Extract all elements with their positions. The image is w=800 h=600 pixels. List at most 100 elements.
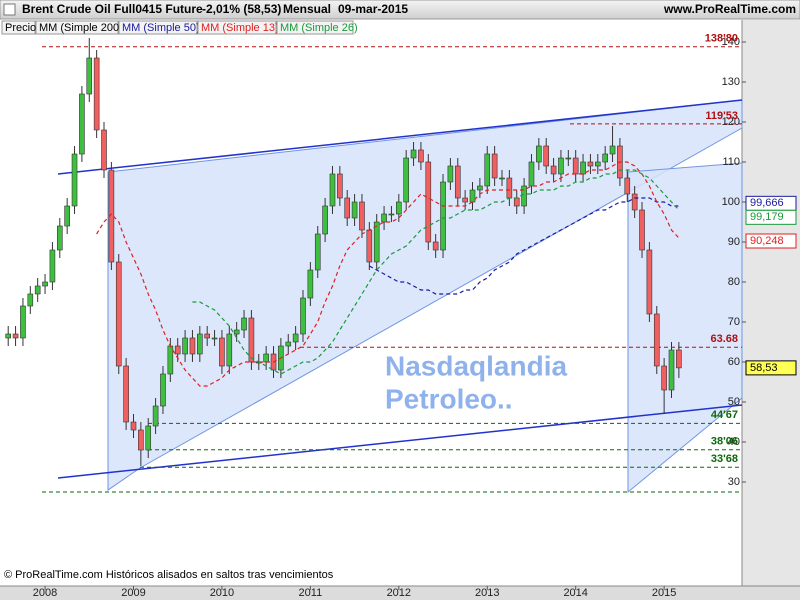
level-label: 119'53 <box>705 110 738 122</box>
watermark: Petroleo.. <box>385 383 513 414</box>
legend-box <box>197 20 277 35</box>
candle-body <box>226 333 233 367</box>
x-tick-label: 2009 <box>121 587 145 599</box>
candle-body <box>381 213 387 223</box>
period: Mensual <box>283 2 331 16</box>
moving-average <box>96 161 680 387</box>
legend-entry: MM (Simple 50) <box>122 22 200 34</box>
y-tick-label: 120 <box>722 116 740 128</box>
candle-body <box>580 161 586 175</box>
candle-body <box>93 57 100 131</box>
channel-shade <box>627 162 743 494</box>
candle-body <box>197 333 203 355</box>
candle-body <box>653 313 660 367</box>
end-label-box <box>745 209 797 225</box>
candle-body <box>469 189 476 203</box>
candle-body <box>631 193 638 211</box>
candle-body <box>241 317 247 331</box>
candle-body <box>49 249 56 283</box>
x-tick-label: 2013 <box>475 587 499 599</box>
candle-body <box>182 337 188 355</box>
candle-body <box>521 185 527 207</box>
candle-body <box>506 177 513 199</box>
y-tick-label: 70 <box>728 316 740 328</box>
candle-body <box>27 293 34 307</box>
candle-body <box>64 205 70 227</box>
candle-body <box>307 269 314 299</box>
candle-body <box>138 429 144 451</box>
y-tick-label: 60 <box>728 356 740 368</box>
candle-body <box>491 153 498 179</box>
candle-body <box>528 161 535 187</box>
candle-body <box>388 213 395 216</box>
x-tick-label: 2012 <box>387 587 411 599</box>
candle-body <box>499 177 505 180</box>
candle-body <box>300 297 306 335</box>
candle-body <box>454 165 461 199</box>
x-tick-label: 2014 <box>563 587 587 599</box>
candle-body <box>646 249 653 315</box>
candle-body <box>42 281 48 287</box>
end-label: 90,248 <box>750 235 784 247</box>
y-tick-label: 140 <box>722 36 740 48</box>
y-tick-label: 130 <box>722 76 740 88</box>
legend-box <box>276 20 354 35</box>
candle-body <box>322 205 328 235</box>
x-axis-strip <box>0 586 800 600</box>
candle-body <box>366 229 373 263</box>
candle-body <box>189 337 196 355</box>
candle-body <box>285 341 292 347</box>
candle-body <box>668 349 675 391</box>
y-tick-label: 50 <box>728 396 740 408</box>
candle-body <box>71 153 78 207</box>
candle-body <box>130 421 137 431</box>
candle-body <box>410 149 417 159</box>
candle-body <box>5 333 11 339</box>
candle-body <box>440 181 446 251</box>
candle-body <box>123 365 129 423</box>
candle-body <box>572 157 579 175</box>
level-label: 38'06 <box>711 436 738 448</box>
watermark: Nasdaqlandia <box>385 350 567 381</box>
legend-entry: MM (Simple 26) <box>280 22 358 34</box>
header-icon[interactable] <box>3 3 16 16</box>
candle-body <box>56 225 63 251</box>
header-bar <box>0 0 800 20</box>
trend-line <box>57 404 743 479</box>
candle-body <box>639 209 645 251</box>
candle-body <box>477 185 483 191</box>
candle-body <box>12 333 19 339</box>
candle-body <box>484 153 491 187</box>
legend-entry: MM (Simple 200) <box>39 22 123 34</box>
candle-body <box>34 285 41 295</box>
candle-body <box>344 197 351 219</box>
end-label: 99,666 <box>750 197 784 209</box>
candle-body <box>587 161 594 167</box>
candle-body <box>373 221 380 263</box>
candle-body <box>513 197 520 207</box>
candle-body <box>594 161 601 167</box>
candle-body <box>337 173 343 199</box>
candle-body <box>536 145 542 163</box>
footnote: © ProRealTime.com Históricos alisados en… <box>4 569 334 581</box>
candle-body <box>101 129 107 171</box>
candle-body <box>396 201 402 215</box>
level-label: 33'68 <box>711 453 738 465</box>
end-label-box <box>745 233 797 249</box>
trend-line <box>57 99 743 175</box>
candle-body <box>329 173 336 207</box>
x-tick-label: 2008 <box>33 587 57 599</box>
candle-body <box>292 333 299 343</box>
level-label: 138'80 <box>705 33 738 45</box>
end-label: 99,179 <box>750 211 784 223</box>
legend-box <box>118 20 198 35</box>
change: -2,01% (58,53) <box>202 2 281 16</box>
candle-body <box>565 157 572 160</box>
candle-body <box>167 345 174 375</box>
candle-body <box>447 165 454 183</box>
x-tick-label: 2010 <box>210 587 234 599</box>
y-tick-label: 80 <box>728 276 740 288</box>
candle-body <box>425 161 432 243</box>
end-label-box <box>745 360 797 376</box>
